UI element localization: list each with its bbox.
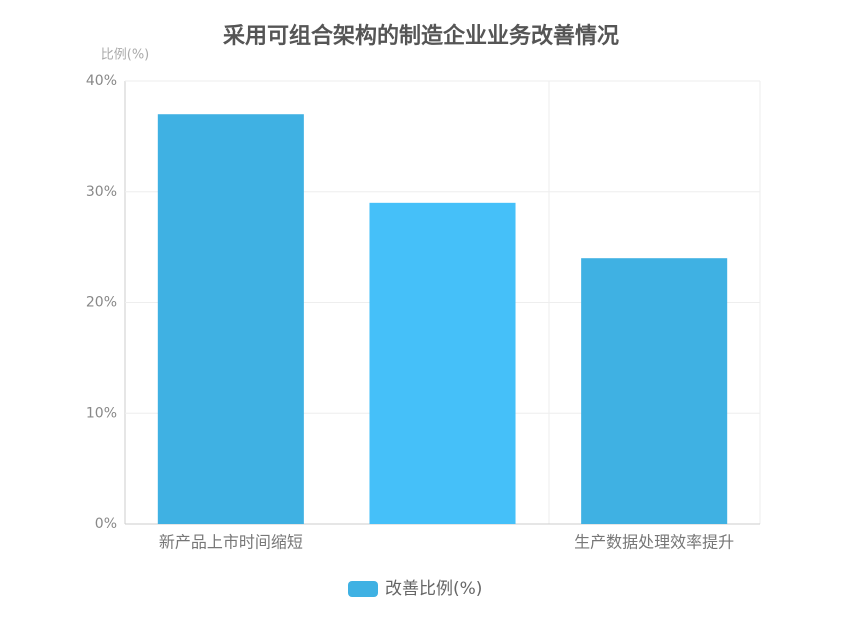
x-tick-label: 生产数据处理效率提升 <box>574 533 734 552</box>
bar <box>369 202 516 524</box>
legend-label: 改善比例(%) <box>385 579 482 599</box>
x-tick-label: 新产品上市时间缩短 <box>159 533 303 552</box>
legend-swatch <box>348 581 378 597</box>
y-axis-label: 比例(%) <box>101 48 150 63</box>
y-tick-label: 40% <box>86 73 117 89</box>
y-tick-label: 0% <box>95 516 117 532</box>
y-tick-label: 20% <box>86 295 117 311</box>
bar <box>581 258 728 524</box>
bar <box>157 114 304 524</box>
y-tick-label: 30% <box>86 184 117 200</box>
chart-title: 采用可组合架构的制造企业业务改善情况 <box>223 23 619 49</box>
y-tick-label: 10% <box>86 405 117 421</box>
